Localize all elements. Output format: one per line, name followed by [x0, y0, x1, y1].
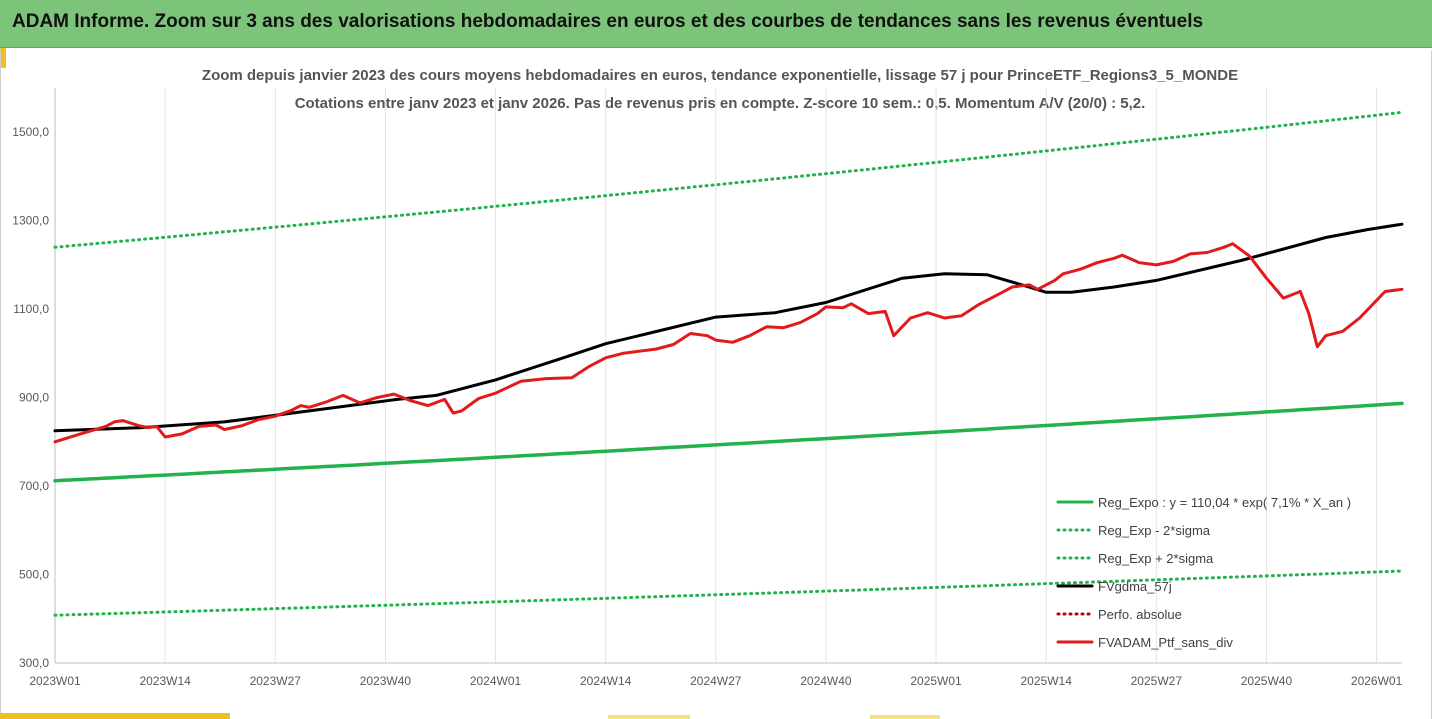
chart-subtitle: Cotations entre janv 2023 et janv 2026. …	[295, 95, 1146, 112]
legend: Reg_Expo : y = 110,04 * exp( 7,1% * X_an…	[1056, 495, 1351, 650]
x-tick-label: 2024W01	[470, 674, 522, 688]
x-tick-label: 2024W14	[580, 674, 632, 688]
x-tick-label: 2024W27	[690, 674, 742, 688]
fvgdma-57j-line	[53, 222, 1404, 433]
y-tick-label: 1100,0	[13, 302, 49, 316]
x-tick-label: 2023W01	[29, 674, 81, 688]
y-tick-label: 1300,0	[12, 214, 49, 228]
x-tick-label: 2023W27	[250, 674, 302, 688]
reg-exp-minus-2sigma-line	[53, 569, 1404, 617]
report-title: ADAM Informe. Zoom sur 3 ans des valoris…	[12, 11, 1204, 32]
axes: 2023W01 2023W14 2023W27 2023W40 2024W01 2024W…	[12, 88, 1403, 688]
x-tick-label: 2025W01	[910, 674, 962, 688]
accent-bar-bottom	[0, 713, 230, 719]
legend-label: Reg_Expo : y = 110,04 * exp( 7,1% * X_an…	[1098, 495, 1351, 510]
chart-title: Zoom depuis janvier 2023 des cours moyen…	[202, 67, 1238, 84]
reg-expo-line	[53, 401, 1404, 483]
report-banner: ADAM Informe. Zoom sur 3 ans des valoris…	[0, 0, 1432, 48]
gridlines	[54, 88, 1378, 663]
legend-label: Reg_Exp + 2*sigma	[1098, 551, 1214, 566]
x-tick-label: 2023W40	[360, 674, 412, 688]
y-tick-label: 1500,0	[12, 125, 49, 139]
x-tick-label: 2025W40	[1241, 674, 1293, 688]
accent-bar-bottom-3	[870, 715, 940, 719]
x-tick-label: 2024W40	[800, 674, 852, 688]
x-tick-label: 2025W14	[1021, 674, 1073, 688]
x-tick-label: 2026W01	[1351, 674, 1403, 688]
y-tick-label: 900,0	[19, 391, 49, 405]
x-tick-label: 2023W14	[139, 674, 191, 688]
series-group	[53, 110, 1404, 617]
legend-label: Perfo. absolue	[1098, 607, 1182, 622]
reg-exp-plus-2sigma-line	[53, 110, 1404, 249]
y-tick-label: 700,0	[19, 479, 49, 493]
y-tick-label: 300,0	[19, 656, 49, 670]
accent-bar	[0, 48, 6, 68]
legend-label: FVgdma_57j	[1098, 579, 1172, 594]
legend-label: Reg_Exp - 2*sigma	[1098, 523, 1211, 538]
x-tick-label: 2025W27	[1131, 674, 1183, 688]
y-tick-label: 500,0	[19, 568, 49, 582]
legend-label: FVADAM_Ptf_sans_div	[1098, 635, 1233, 650]
accent-bar-bottom-2	[608, 715, 690, 719]
fvadam-ptf-line	[53, 242, 1404, 444]
